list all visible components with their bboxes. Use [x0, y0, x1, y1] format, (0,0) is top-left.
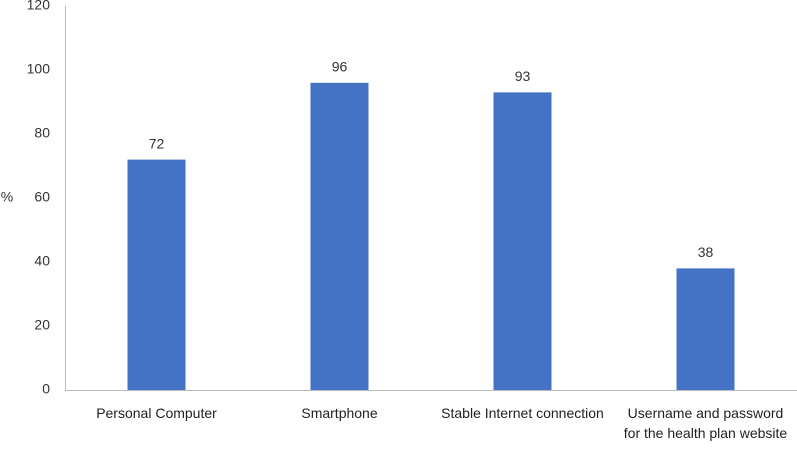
x-tick-label: Smartphone	[301, 405, 378, 421]
data-label: 93	[515, 68, 531, 84]
y-tick-label: 80	[34, 125, 50, 141]
y-tick-label: 20	[34, 317, 50, 333]
y-tick-label: 120	[27, 0, 51, 13]
y-tick-label: 100	[27, 61, 51, 77]
y-tick-label: 0	[42, 381, 50, 397]
x-tick-label: Username and password for the health pla…	[623, 405, 788, 441]
data-label: 96	[332, 59, 348, 75]
x-tick-label: Stable Internet connection	[441, 405, 604, 421]
bar	[127, 159, 186, 390]
y-tick-label: 60	[34, 189, 50, 205]
y-axis-label: %	[1, 189, 13, 205]
bar	[676, 268, 735, 390]
data-label: 72	[149, 135, 165, 151]
y-tick-label: 40	[34, 253, 50, 269]
bar	[310, 82, 369, 391]
x-tick-label: Personal Computer	[96, 405, 217, 421]
bar	[493, 92, 552, 391]
data-label: 38	[698, 244, 714, 260]
